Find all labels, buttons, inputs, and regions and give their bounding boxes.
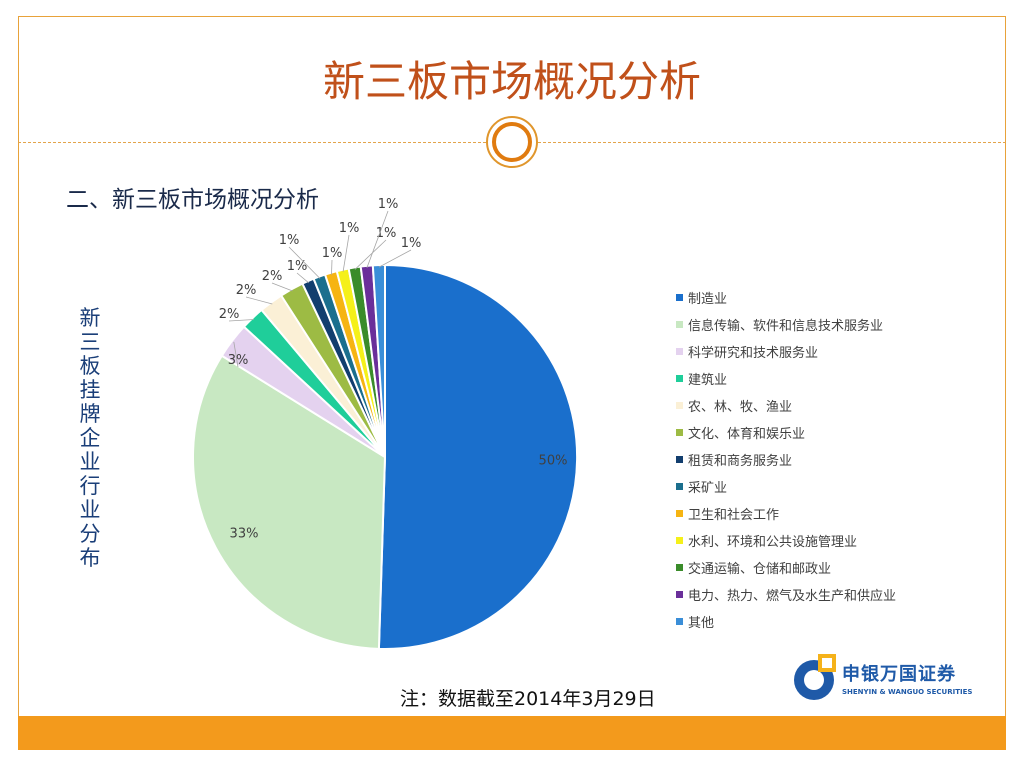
leader-line-10 bbox=[342, 234, 350, 272]
slide-title: 新三板市场概况分析 bbox=[322, 57, 701, 106]
legend-item-7: 租赁和商务服务业 bbox=[676, 446, 896, 473]
pie-data-label-6: 2% bbox=[262, 269, 283, 284]
pie-slice-13 bbox=[371, 263, 386, 458]
legend-swatch bbox=[676, 537, 683, 544]
legend-label: 建筑业 bbox=[688, 373, 728, 388]
leader-line-4 bbox=[228, 319, 254, 322]
section-subtitle: 二、新三板市场概况分析 bbox=[66, 187, 319, 213]
data-date-note: 注：数据截至2014年3月29日 bbox=[400, 688, 656, 710]
legend-swatch bbox=[676, 510, 683, 517]
leader-line-9 bbox=[331, 259, 333, 275]
pie-data-label-9: 1% bbox=[322, 246, 343, 261]
legend-label: 电力、热力、燃气及水生产和供应业 bbox=[688, 589, 897, 604]
company-logo-icon bbox=[794, 654, 836, 700]
pie-slice-2 bbox=[192, 354, 387, 650]
legend-label: 交通运输、仓储和邮政业 bbox=[688, 562, 832, 577]
legend-item-2: 信息传输、软件和信息技术服务业 bbox=[676, 311, 896, 338]
company-logo-name-en: SHENYIN & WANGUO SECURITIES bbox=[842, 688, 973, 696]
legend-label: 制造业 bbox=[688, 292, 728, 307]
ring-ornament-inner bbox=[492, 122, 532, 162]
legend-swatch bbox=[676, 483, 683, 490]
title-divider-right bbox=[538, 142, 1006, 143]
legend-swatch bbox=[676, 321, 683, 328]
leader-line-13 bbox=[378, 249, 412, 268]
pie-data-label-1: 50% bbox=[539, 454, 568, 469]
legend-item-4: 建筑业 bbox=[676, 365, 896, 392]
pie-data-label-4: 2% bbox=[219, 307, 240, 322]
footer-bar bbox=[18, 716, 1006, 750]
leader-line-12 bbox=[366, 210, 389, 269]
legend-swatch bbox=[676, 348, 683, 355]
legend-swatch bbox=[676, 375, 683, 382]
pie-data-label-8: 1% bbox=[279, 233, 300, 248]
pie-data-label-5: 2% bbox=[236, 283, 257, 298]
pie-data-label-3: 3% bbox=[228, 353, 249, 368]
leader-line-5 bbox=[245, 296, 273, 305]
pie-data-label-2: 33% bbox=[230, 527, 259, 542]
legend-label: 其他 bbox=[688, 616, 715, 631]
legend-label: 农、林、牧、渔业 bbox=[688, 400, 793, 415]
chart-legend: 制造业信息传输、软件和信息技术服务业 科学研究和技术服务业 建筑业农、林、牧、渔业文… bbox=[676, 284, 896, 635]
leader-line-7 bbox=[296, 272, 310, 284]
pie-slice-1 bbox=[377, 263, 579, 650]
leader-line-8 bbox=[288, 246, 321, 279]
legend-label: 水利、环境和公共设施管理业 bbox=[688, 535, 858, 550]
pie-data-label-12: 1% bbox=[378, 197, 399, 212]
leader-line-11 bbox=[354, 239, 387, 270]
legend-swatch bbox=[676, 402, 683, 409]
legend-label: 采矿业 bbox=[688, 481, 728, 496]
leader-line-3 bbox=[233, 341, 239, 368]
legend-item-13: 其他 bbox=[676, 608, 896, 635]
legend-label: 租赁和商务服务业 bbox=[688, 454, 793, 469]
legend-swatch bbox=[676, 429, 683, 436]
legend-swatch bbox=[676, 294, 683, 301]
pie-data-label-7: 1% bbox=[287, 259, 308, 274]
legend-item-9: 卫生和社会工作 bbox=[676, 500, 896, 527]
legend-item-3: 科学研究和技术服务业 bbox=[676, 338, 896, 365]
leader-line-6 bbox=[271, 282, 293, 292]
legend-item-12: 电力、热力、燃气及水生产和供应业 bbox=[676, 581, 896, 608]
title-divider-left bbox=[18, 142, 486, 143]
legend-item-5: 农、林、牧、渔业 bbox=[676, 392, 896, 419]
legend-item-10: 水利、环境和公共设施管理业 bbox=[676, 527, 896, 554]
legend-swatch bbox=[676, 618, 683, 625]
legend-swatch bbox=[676, 564, 683, 571]
vertical-side-label: 新三板挂牌企业行业分布 bbox=[79, 306, 101, 570]
legend-label: 文化、体育和娱乐业 bbox=[688, 427, 806, 442]
legend-swatch bbox=[676, 591, 683, 598]
pie-data-label-10: 1% bbox=[339, 221, 360, 236]
pie-data-label-11: 1% bbox=[376, 226, 397, 241]
legend-label: 卫生和社会工作 bbox=[688, 508, 780, 523]
legend-item-6: 文化、体育和娱乐业 bbox=[676, 419, 896, 446]
legend-label: 科学研究和技术服务业 bbox=[688, 346, 819, 361]
legend-label: 信息传输、软件和信息技术服务业 bbox=[688, 319, 884, 334]
legend-item-1: 制造业 bbox=[676, 284, 896, 311]
pie-data-label-13: 1% bbox=[401, 236, 422, 251]
legend-item-8: 采矿业 bbox=[676, 473, 896, 500]
legend-item-11: 交通运输、仓储和邮政业 bbox=[676, 554, 896, 581]
company-logo-name: 申银万国证券 bbox=[842, 664, 956, 685]
legend-swatch bbox=[676, 456, 683, 463]
